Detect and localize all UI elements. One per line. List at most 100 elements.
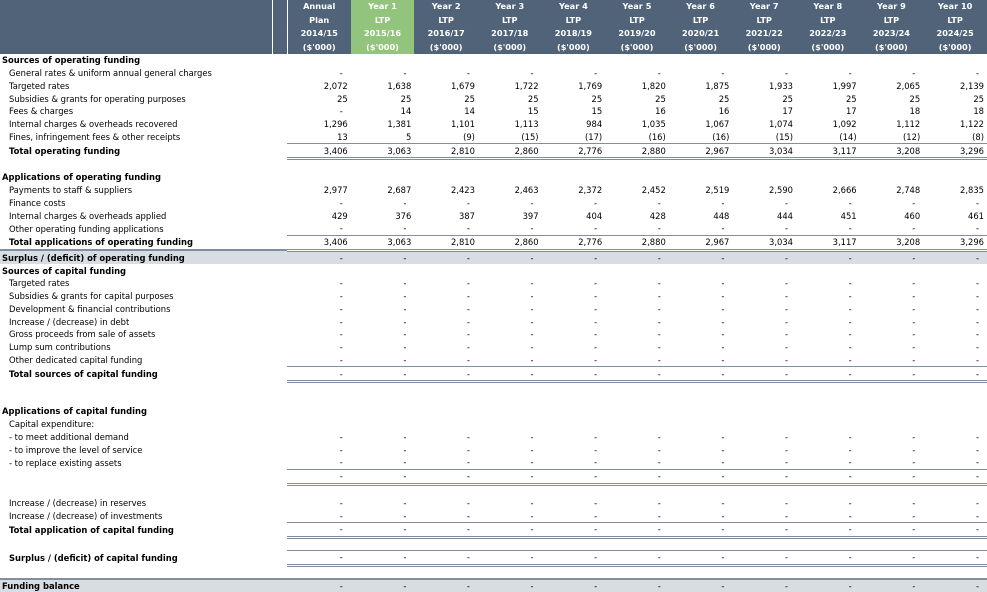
value-cell: - bbox=[796, 456, 860, 469]
column-header-unit: ($'000) bbox=[796, 41, 860, 55]
spacer-row bbox=[0, 382, 987, 395]
value-cell: - bbox=[669, 328, 733, 341]
value-cell: - bbox=[478, 290, 542, 303]
value-cell: - bbox=[287, 197, 351, 210]
value-cell bbox=[351, 54, 415, 67]
value-cell bbox=[287, 264, 351, 277]
value-cell: - bbox=[287, 303, 351, 316]
gap-cell bbox=[272, 131, 287, 144]
value-cell: - bbox=[669, 197, 733, 210]
spacer-row bbox=[0, 537, 987, 550]
value-cell bbox=[669, 405, 733, 418]
gap-cell bbox=[272, 118, 287, 131]
column-header-year: 2017/18 bbox=[478, 27, 542, 41]
value-cell: - bbox=[351, 67, 415, 80]
value-cell: 2,687 bbox=[351, 184, 415, 197]
value-cell bbox=[605, 484, 669, 497]
value-cell: - bbox=[605, 509, 669, 522]
row-label: - to improve the level of service bbox=[0, 443, 272, 456]
value-cell bbox=[542, 394, 606, 405]
value-cell bbox=[605, 405, 669, 418]
value-cell: - bbox=[796, 550, 860, 565]
value-cell: - bbox=[414, 550, 478, 565]
column-header-mid: LTP bbox=[542, 14, 606, 28]
value-cell: - bbox=[542, 443, 606, 456]
value-cell bbox=[860, 264, 924, 277]
value-cell bbox=[923, 171, 987, 184]
value-cell: - bbox=[669, 341, 733, 354]
value-cell: - bbox=[860, 67, 924, 80]
value-cell bbox=[732, 159, 796, 172]
value-cell: - bbox=[669, 469, 733, 484]
value-cell: - bbox=[860, 550, 924, 565]
value-cell: - bbox=[542, 277, 606, 290]
value-cell: 461 bbox=[923, 209, 987, 222]
table-row: Applications of capital funding bbox=[0, 405, 987, 418]
value-cell bbox=[605, 537, 669, 550]
value-cell bbox=[732, 264, 796, 277]
value-cell bbox=[351, 405, 415, 418]
value-cell: 3,406 bbox=[287, 144, 351, 159]
value-cell: - bbox=[478, 443, 542, 456]
value-cell bbox=[287, 159, 351, 172]
row-label: Finance costs bbox=[0, 197, 272, 210]
row-label: Other dedicated capital funding bbox=[0, 354, 272, 367]
value-cell bbox=[796, 537, 860, 550]
value-cell bbox=[414, 171, 478, 184]
value-cell: - bbox=[287, 105, 351, 118]
value-cell bbox=[860, 171, 924, 184]
value-cell: 397 bbox=[478, 209, 542, 222]
value-cell: - bbox=[351, 303, 415, 316]
value-cell: 25 bbox=[732, 92, 796, 105]
value-cell: - bbox=[605, 328, 669, 341]
value-cell: 2,967 bbox=[669, 144, 733, 159]
value-cell bbox=[287, 537, 351, 550]
row-label: Gross proceeds from sale of assets bbox=[0, 328, 272, 341]
value-cell: 2,072 bbox=[287, 80, 351, 93]
value-cell bbox=[860, 565, 924, 579]
column-header-unit: ($'000) bbox=[351, 41, 415, 55]
value-cell: - bbox=[351, 443, 415, 456]
value-cell: - bbox=[478, 579, 542, 592]
value-cell: - bbox=[605, 497, 669, 510]
value-cell bbox=[605, 394, 669, 405]
value-cell: - bbox=[923, 290, 987, 303]
row-label: Sources of capital funding bbox=[0, 264, 272, 277]
column-header-unit: ($'000) bbox=[860, 41, 924, 55]
value-cell bbox=[351, 394, 415, 405]
gap-cell bbox=[272, 209, 287, 222]
column-header-mid: Plan bbox=[287, 14, 351, 28]
column-header-top: Year 10 bbox=[923, 0, 987, 14]
row-label bbox=[0, 484, 272, 497]
value-cell: - bbox=[605, 303, 669, 316]
value-cell: 2,590 bbox=[732, 184, 796, 197]
value-cell: - bbox=[542, 469, 606, 484]
value-cell: - bbox=[287, 67, 351, 80]
gap-cell bbox=[272, 54, 287, 67]
value-cell: - bbox=[414, 341, 478, 354]
value-cell: - bbox=[351, 222, 415, 235]
table-row: Targeted rates----------- bbox=[0, 277, 987, 290]
value-cell bbox=[860, 394, 924, 405]
value-cell: - bbox=[287, 579, 351, 592]
value-cell: - bbox=[351, 456, 415, 469]
gap-cell bbox=[272, 394, 287, 405]
value-cell: 3,117 bbox=[796, 235, 860, 250]
row-label: - to replace existing assets bbox=[0, 456, 272, 469]
value-cell bbox=[923, 264, 987, 277]
value-cell: 429 bbox=[287, 209, 351, 222]
value-cell: - bbox=[478, 469, 542, 484]
row-label: Total application of capital funding bbox=[0, 523, 272, 538]
value-cell: - bbox=[287, 290, 351, 303]
gap-cell bbox=[272, 105, 287, 118]
value-cell: - bbox=[796, 354, 860, 367]
value-cell bbox=[478, 264, 542, 277]
value-cell bbox=[414, 565, 478, 579]
value-cell: - bbox=[414, 354, 478, 367]
value-cell: - bbox=[287, 523, 351, 538]
value-cell bbox=[732, 382, 796, 395]
